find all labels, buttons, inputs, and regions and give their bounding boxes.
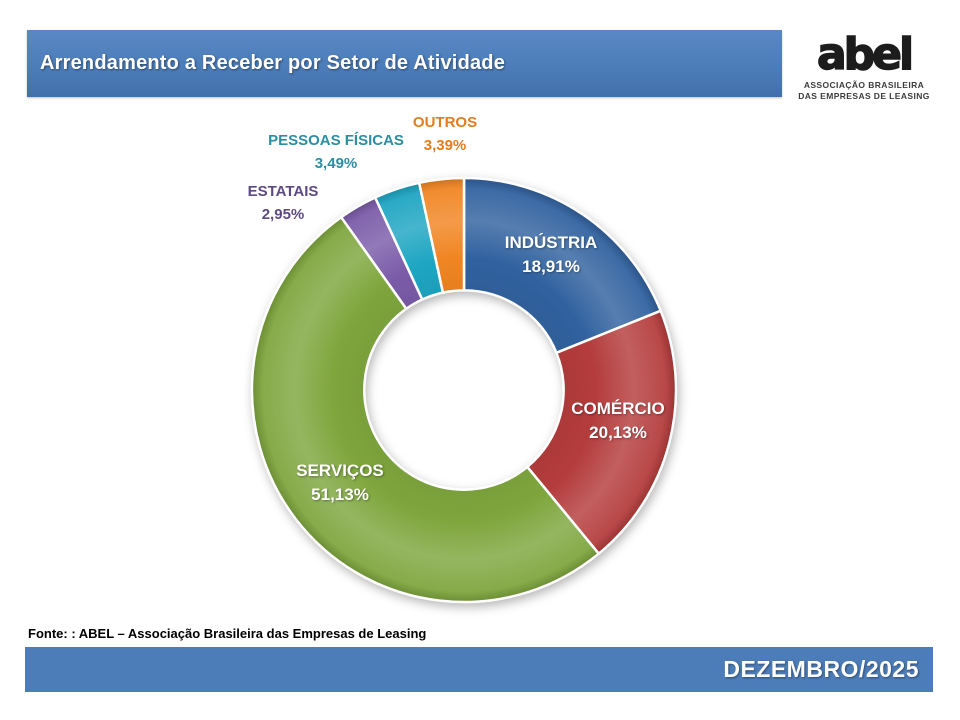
slice-value: 3,39% xyxy=(423,137,467,154)
slice-value: 51,13% xyxy=(311,485,369,504)
page-title: Arrendamento a Receber por Setor de Ativ… xyxy=(40,52,506,74)
slice-name: COMÉRCIO xyxy=(571,399,665,419)
footer-bar: DEZEMBRO/2025 xyxy=(25,647,933,692)
slice-value: 18,91% xyxy=(522,257,580,276)
slice-value: 20,13% xyxy=(589,423,647,442)
slice-label-outros: OUTROS 3,39% xyxy=(413,111,477,158)
donut-chart-svg xyxy=(250,176,678,604)
slice-label-industria: INDÚSTRIA 18,91% xyxy=(505,231,598,279)
slice-name: ESTATAIS xyxy=(247,182,319,200)
slice-label-estatais: ESTATAIS 2,95% xyxy=(248,180,319,227)
logo-subtitle-line2: DAS EMPRESAS DE LEASING xyxy=(798,91,930,102)
pie-slice-comercio xyxy=(526,309,678,555)
logo-subtitle-line1: ASSOCIAÇÃO BRASILEIRA xyxy=(803,80,925,90)
slice-label-comercio: COMÉRCIO 20,13% xyxy=(571,397,665,445)
slice-value: 3,49% xyxy=(314,155,358,172)
pie-slice-servicos xyxy=(250,215,600,604)
pie-slice-industria xyxy=(462,176,662,355)
abel-logo: abel ASSOCIAÇÃO BRASILEIRA DAS EMPRESAS … xyxy=(788,29,940,103)
pie-slice-outros xyxy=(417,176,466,294)
abel-logo-subtitle: ASSOCIAÇÃO BRASILEIRA DAS EMPRESAS DE LE… xyxy=(788,80,940,103)
slice-name: INDÚSTRIA xyxy=(504,233,598,253)
abel-logo-wordmark: abel xyxy=(816,29,915,80)
slice-name: PESSOAS FÍSICAS xyxy=(268,131,404,149)
slice-label-servicos: SERVIÇOS 51,13% xyxy=(296,459,384,507)
slice-name: OUTROS xyxy=(412,113,478,131)
source-note: Fonte: : ABEL – Associação Brasileira da… xyxy=(28,626,427,641)
slice-label-pessoas-fisicas: PESSOAS FÍSICAS 3,49% xyxy=(268,129,404,176)
title-bar: Arrendamento a Receber por Setor de Ativ… xyxy=(27,30,782,97)
slice-value: 2,95% xyxy=(261,206,305,223)
report-period: DEZEMBRO/2025 xyxy=(723,656,919,682)
slice-name: SERVIÇOS xyxy=(296,461,384,481)
